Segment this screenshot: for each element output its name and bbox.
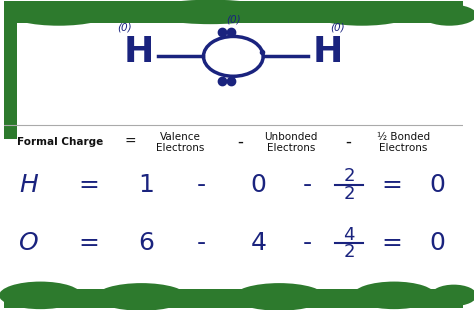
Text: 1: 1: [138, 173, 154, 197]
Bar: [4, 289, 463, 308]
Text: Valence: Valence: [160, 132, 201, 142]
Bar: [4, 23, 18, 139]
Ellipse shape: [8, 1, 109, 26]
Text: H: H: [19, 173, 38, 197]
Text: Unbonded: Unbonded: [264, 132, 318, 142]
Ellipse shape: [96, 283, 187, 310]
Text: =: =: [124, 135, 136, 149]
Ellipse shape: [353, 281, 436, 309]
Text: 4: 4: [343, 226, 355, 244]
Ellipse shape: [0, 281, 82, 309]
Text: O: O: [19, 231, 39, 255]
Text: 0: 0: [251, 173, 266, 197]
Text: =: =: [78, 173, 99, 197]
Text: =: =: [78, 231, 99, 255]
Text: (0): (0): [226, 15, 241, 24]
Ellipse shape: [422, 4, 474, 26]
Text: Electrons: Electrons: [156, 143, 205, 153]
Text: H: H: [124, 35, 155, 69]
Text: -: -: [302, 173, 311, 197]
Text: (0): (0): [117, 23, 132, 33]
Text: Electrons: Electrons: [379, 143, 428, 153]
Text: 6: 6: [138, 231, 154, 255]
Text: =: =: [382, 231, 402, 255]
Text: 2: 2: [343, 243, 355, 261]
Text: 0: 0: [430, 173, 446, 197]
Ellipse shape: [146, 0, 274, 24]
Text: Electrons: Electrons: [266, 143, 315, 153]
Ellipse shape: [431, 285, 474, 306]
Text: 0: 0: [430, 231, 446, 255]
Text: -: -: [197, 173, 206, 197]
Text: =: =: [382, 173, 402, 197]
Text: 2: 2: [343, 185, 355, 203]
Bar: [4, 1, 463, 23]
Text: Formal Charge: Formal Charge: [18, 137, 104, 147]
Text: -: -: [197, 231, 206, 255]
Text: -: -: [302, 231, 311, 255]
Text: ½ Bonded: ½ Bonded: [377, 132, 430, 142]
Ellipse shape: [311, 1, 412, 26]
Text: -: -: [345, 133, 351, 151]
Text: (0): (0): [330, 23, 345, 33]
Ellipse shape: [233, 283, 325, 310]
Text: 4: 4: [251, 231, 266, 255]
Text: 2: 2: [343, 167, 355, 185]
Text: -: -: [237, 133, 243, 151]
Text: H: H: [312, 35, 343, 69]
